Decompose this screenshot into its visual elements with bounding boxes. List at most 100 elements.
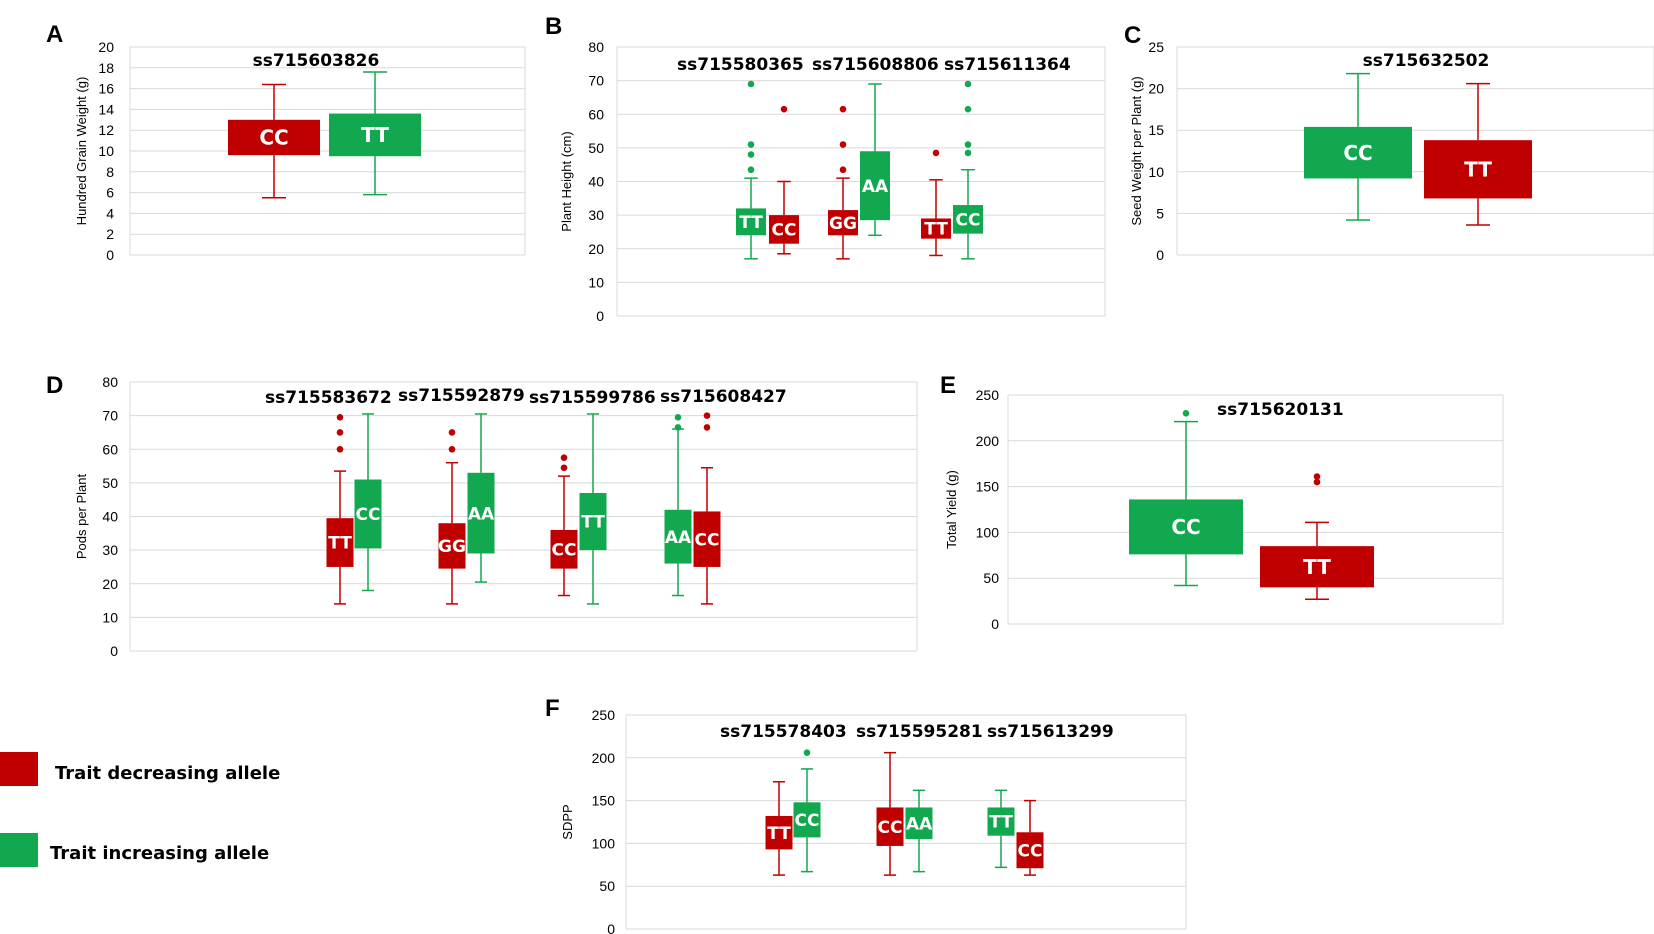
genotype-label: CC [878, 818, 903, 838]
y-tick-label: 0 [991, 616, 999, 632]
genotype-label: TT [989, 813, 1013, 833]
box-iqr [736, 208, 766, 236]
y-tick-label: 60 [588, 106, 604, 122]
box-cc-increasing: CC [793, 749, 821, 873]
box-iqr [228, 119, 320, 156]
y-tick-label: 60 [102, 441, 118, 457]
box-iqr [550, 529, 578, 569]
y-tick-label: 30 [588, 207, 604, 223]
box-aa-increasing: AA [664, 414, 692, 597]
box-iqr [354, 479, 382, 549]
snp-label: ss715583672 [265, 388, 392, 408]
genotype-label: CC [1171, 515, 1200, 539]
y-tick-label: 12 [98, 122, 114, 138]
y-tick-label: 0 [1156, 247, 1164, 263]
y-tick-label: 0 [596, 308, 604, 324]
panel-b: B 0 10 20 30 40 50 60 70 80 Plant Height (cm) ss715… [545, 13, 1106, 324]
outlier-point [560, 454, 568, 461]
genotype-label: CC [956, 210, 981, 230]
panel-e: E 0 50 100 150 200 250 Total Yield (g) ss7156201… [940, 372, 1504, 632]
panel-a: A 0 2 4 6 8 10 12 14 16 18 20 Hundred Grain Weight (… [46, 21, 526, 263]
snp-label: ss715620131 [1217, 400, 1344, 420]
y-tick-label: 10 [1148, 164, 1164, 180]
y-tick-label: 0 [110, 643, 118, 659]
genotype-label: AA [468, 504, 495, 524]
box-iqr [329, 113, 421, 157]
outlier-point [560, 464, 568, 472]
genotype-label: TT [924, 220, 948, 240]
y-tick-label: 10 [98, 143, 114, 159]
box-iqr [693, 511, 721, 567]
snp-label: ss715578403 [720, 722, 847, 742]
legend-label-increasing: Trait increasing allele [50, 843, 269, 864]
box-iqr [793, 802, 821, 838]
box-iqr [664, 509, 692, 564]
genotype-label: CC [1343, 141, 1372, 165]
y-tick-label: 50 [102, 475, 118, 491]
y-tick-label: 14 [98, 101, 114, 117]
snp-label: ss715580365 [677, 55, 804, 75]
panel-letter: E [940, 372, 956, 399]
outlier-point [839, 141, 847, 148]
box-cc-decreasing: CC [876, 751, 904, 876]
y-tick-label: 0 [106, 247, 114, 263]
genotype-label: TT [581, 513, 605, 533]
outlier-point [674, 414, 682, 421]
y-tick-label: 70 [102, 408, 118, 424]
y-axis-label: Plant Height (cm) [559, 131, 574, 231]
y-tick-label: 10 [102, 609, 118, 625]
snp-label: ss715608806 [812, 55, 939, 75]
genotype-label: TT [328, 534, 352, 554]
box-iqr [765, 816, 793, 850]
y-tick-label: 100 [592, 835, 616, 851]
legend-label-decreasing: Trait decreasing allele [55, 763, 280, 784]
outlier-point [780, 105, 788, 113]
outlier-point [1313, 473, 1321, 480]
y-tick-label: 40 [588, 174, 604, 190]
y-tick-label: 30 [102, 542, 118, 558]
y-tick-label: 5 [1156, 205, 1164, 221]
genotype-label: AA [665, 528, 692, 548]
box-cc-increasing: CC [1129, 410, 1243, 587]
outlier-point [1182, 410, 1190, 417]
snp-label: ss715632502 [1363, 51, 1490, 71]
y-tick-label: 50 [588, 140, 604, 156]
box-tt-decreasing: TT [1260, 473, 1374, 601]
snp-label: ss715613299 [987, 722, 1114, 742]
y-tick-label: 100 [976, 524, 1000, 540]
genotype-label: CC [795, 811, 820, 831]
box-iqr [953, 205, 983, 234]
box-iqr [1424, 140, 1532, 199]
snp-label: ss715592879 [398, 386, 525, 406]
box-cc-increasing: CC [1304, 72, 1412, 221]
box-aa-increasing: AA [467, 413, 495, 583]
y-axis-label: Total Yield (g) [944, 470, 959, 549]
box-iqr [905, 807, 933, 840]
outlier-point [703, 424, 711, 431]
y-tick-label: 50 [983, 570, 999, 586]
box-gg-decreasing: GG [828, 105, 858, 260]
y-tick-label: 6 [106, 185, 114, 201]
panel-c: C 0 5 10 15 20 25 Seed Weight per Plant (g) ss71… [1124, 22, 1654, 263]
box-cc-decreasing: CC [769, 105, 799, 255]
box-cc-increasing: CC [354, 413, 382, 592]
y-tick-label: 0 [607, 921, 615, 934]
box-iqr [1304, 126, 1412, 179]
box-tt-decreasing: TT [326, 414, 354, 605]
genotype-label: TT [1303, 555, 1331, 579]
y-axis-label: Seed Weight per Plant (g) [1129, 76, 1144, 225]
genotype-label: TT [739, 213, 763, 233]
box-aa-increasing: AA [905, 789, 933, 873]
outlier-point [336, 414, 344, 421]
y-tick-label: 200 [592, 750, 616, 766]
y-axis-label: Hundred Grain Weight (g) [74, 77, 89, 226]
box-iqr [438, 523, 466, 569]
outlier-point [964, 105, 972, 113]
box-iqr [467, 472, 495, 554]
box-iqr [1260, 546, 1374, 588]
y-tick-label: 25 [1148, 39, 1164, 55]
snp-label: ss715608427 [660, 387, 787, 407]
outlier-point [747, 151, 755, 158]
box-iqr [769, 215, 799, 244]
